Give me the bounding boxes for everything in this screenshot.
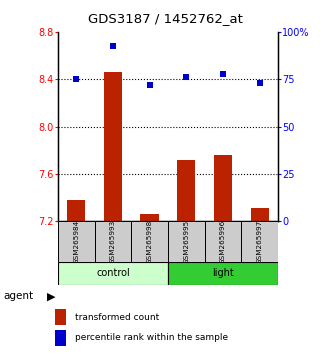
Bar xyxy=(67,200,85,221)
Bar xyxy=(251,208,269,221)
Point xyxy=(73,76,79,82)
Text: light: light xyxy=(212,268,234,279)
Text: GDS3187 / 1452762_at: GDS3187 / 1452762_at xyxy=(88,12,243,25)
Bar xyxy=(241,221,278,262)
Point xyxy=(220,72,226,77)
Bar xyxy=(177,160,196,221)
Bar xyxy=(104,72,122,221)
Bar xyxy=(58,262,168,285)
Point xyxy=(110,43,116,49)
Bar xyxy=(140,214,159,221)
Bar xyxy=(55,309,67,325)
Text: agent: agent xyxy=(3,291,33,301)
Text: ▶: ▶ xyxy=(47,291,56,301)
Text: GSM265998: GSM265998 xyxy=(147,219,153,264)
Text: GSM265996: GSM265996 xyxy=(220,219,226,264)
Text: GSM265984: GSM265984 xyxy=(73,219,79,264)
Text: transformed count: transformed count xyxy=(74,313,159,322)
Point xyxy=(257,80,262,86)
Point xyxy=(184,74,189,80)
Bar xyxy=(58,221,95,262)
Text: GSM265995: GSM265995 xyxy=(183,219,189,264)
Text: percentile rank within the sample: percentile rank within the sample xyxy=(74,333,228,342)
Bar xyxy=(95,221,131,262)
Text: GSM265997: GSM265997 xyxy=(257,219,263,264)
Bar xyxy=(131,221,168,262)
Point xyxy=(147,82,152,88)
Bar xyxy=(168,262,278,285)
Bar xyxy=(55,330,67,346)
Text: GSM265993: GSM265993 xyxy=(110,219,116,264)
Bar xyxy=(168,221,205,262)
Text: control: control xyxy=(96,268,130,279)
Bar xyxy=(205,221,241,262)
Bar xyxy=(214,155,232,221)
